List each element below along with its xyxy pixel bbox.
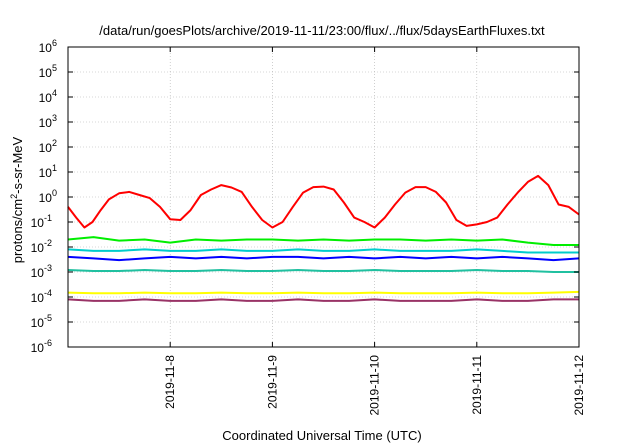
plot-area: 10-6 10-5 10-4 10-3 10-2 10-1 100 101 102 103 104 1… [31,38,586,416]
y-tick-label: 103 [39,113,57,130]
y-axis-label-rest: -s-sr-MeV [10,136,25,193]
x-tick-label: 2019-11-12 [572,355,586,416]
x-tick-label: 2019-11-8 [163,355,177,409]
series-line-3 [67,255,580,262]
y-axis-label: protons/cm2-s-sr-MeV [9,136,25,263]
y-tick-label: 10-3 [31,263,52,280]
y-tick-label: 102 [39,138,57,155]
y-axis-ticks: 10-6 10-5 10-4 10-3 10-2 10-1 100 101 102 103 104 1… [31,38,579,355]
x-axis-ticks: 2019-11-8 2019-11-9 2019-11-10 2019-11-11 20… [163,47,586,416]
series-line-4 [67,269,579,273]
y-tick-label: 10-2 [31,238,52,255]
y-axis-label-sup: 2 [9,194,19,199]
y-axis-label-base: protons/cm [10,199,25,263]
x-tick-label: 2019-11-10 [368,355,382,416]
y-tick-label: 104 [39,88,57,105]
y-tick-label: 100 [39,188,57,205]
series-line-2 [67,248,579,254]
series-lines [67,174,580,302]
y-tick-label: 106 [39,38,57,55]
y-tick-label: 10-5 [31,313,52,330]
series-line-0 [67,174,580,229]
series-line-5 [67,290,580,295]
y-tick-label: 10-4 [31,288,52,305]
y-tick-label: 101 [39,163,57,180]
series-line-1 [67,236,579,246]
series-line-6 [67,298,579,302]
x-tick-label: 2019-11-9 [265,355,279,409]
x-axis-label: Coordinated Universal Time (UTC) [222,428,421,443]
x-tick-label: 2019-11-11 [470,355,484,415]
y-tick-label: 105 [39,63,57,80]
y-tick-label: 10-6 [31,338,52,355]
chart-title: /data/run/goesPlots/archive/2019-11-11/2… [99,23,545,38]
y-tick-label: 10-1 [31,213,52,230]
